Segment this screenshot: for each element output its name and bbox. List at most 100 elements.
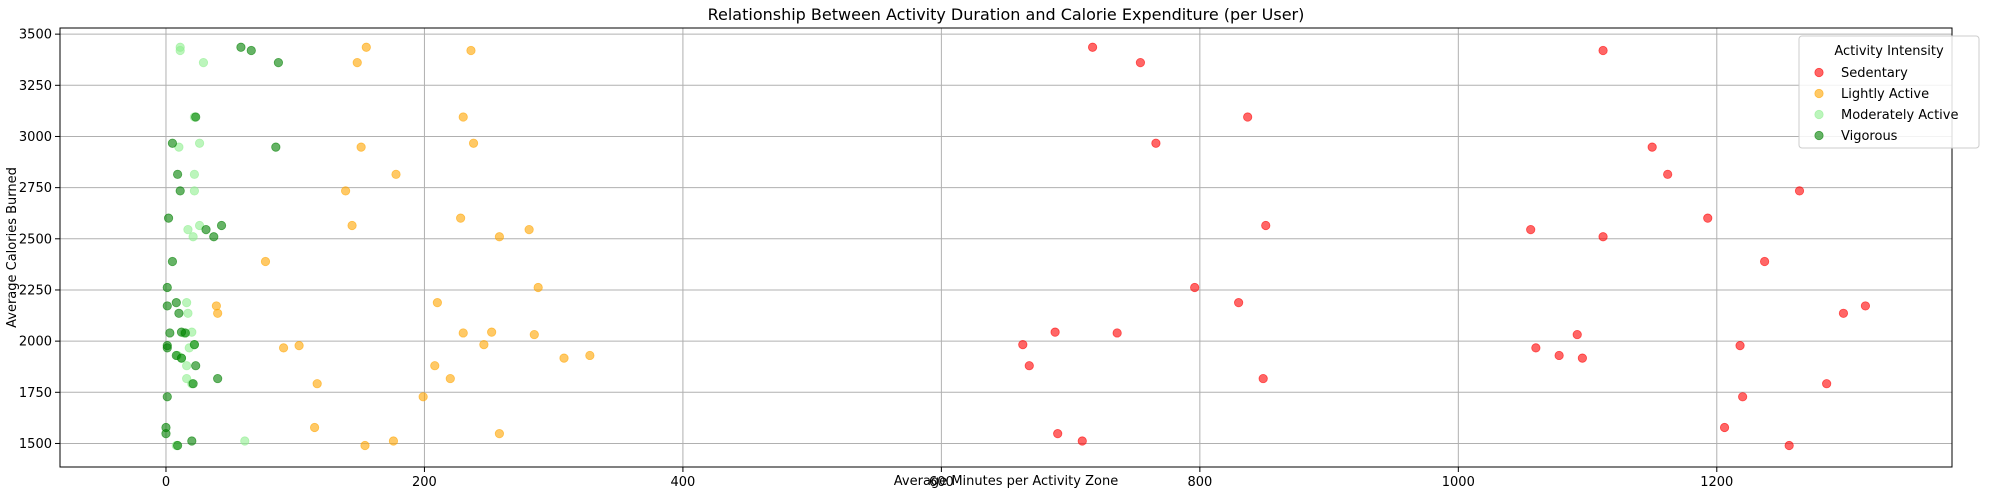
data-point [1647, 142, 1657, 152]
data-point [585, 350, 595, 361]
y-tick-label: 2250 [19, 283, 52, 298]
data-point [1024, 361, 1034, 371]
data-point [198, 57, 209, 68]
axis-ticks: 0 200 400 600 800 1000 1200 1500 1750 2000 2250 250… [19, 28, 1733, 490]
y-tick-label: 1750 [19, 386, 52, 401]
data-point [194, 138, 205, 148]
data-point [458, 112, 468, 122]
data-point [173, 440, 183, 451]
data-point [174, 308, 184, 318]
y-tick-label: 3250 [19, 79, 52, 94]
data-point [479, 340, 489, 350]
data-point [341, 186, 351, 196]
x-tick-label: 800 [1187, 475, 1212, 490]
data-point [246, 45, 256, 56]
data-point [1572, 329, 1582, 340]
data-point [1760, 256, 1770, 267]
data-point [1261, 220, 1271, 231]
x-tick-label: 1000 [1442, 475, 1475, 490]
data-point [1719, 422, 1730, 433]
data-point [1577, 353, 1587, 363]
legend-marker [1814, 88, 1824, 99]
data-point [1087, 42, 1098, 52]
data-point [189, 340, 200, 350]
legend-marker [1814, 67, 1824, 78]
data-point [1112, 328, 1122, 338]
data-point [432, 298, 442, 308]
data-point [309, 422, 320, 433]
data-point [271, 142, 281, 152]
data-point [312, 379, 322, 389]
legend-box [1798, 35, 1980, 149]
data-point [183, 308, 193, 318]
data-point [188, 379, 198, 389]
data-point [1735, 341, 1745, 351]
series-lightly-active [211, 42, 595, 451]
data-point [1598, 45, 1608, 56]
legend-label: Moderately Active [1841, 108, 1958, 123]
chart-title: Relationship Between Activity Duration a… [708, 5, 1305, 24]
legend-marker [1814, 130, 1824, 141]
data-point [211, 301, 221, 311]
data-point [1053, 429, 1063, 439]
data-point [213, 308, 223, 318]
data-point [356, 142, 366, 152]
legend-entries: Sedentary Lightly Active Moderately Active… [1814, 66, 1958, 144]
data-point [171, 298, 181, 308]
data-point [1838, 308, 1849, 318]
data-point [1258, 373, 1268, 384]
data-point [533, 282, 543, 293]
data-point [430, 361, 440, 371]
data-point [294, 341, 304, 351]
data-point [1531, 343, 1541, 353]
data-point [194, 220, 205, 231]
x-tick-label: 600 [929, 475, 954, 490]
x-tick-label: 0 [162, 475, 170, 490]
data-point [213, 373, 223, 384]
data-point [388, 436, 399, 446]
x-tick-label: 400 [670, 475, 695, 490]
data-point [1151, 138, 1161, 148]
data-point [1738, 392, 1748, 402]
data-point [191, 112, 201, 122]
legend-label: Vigorous [1841, 129, 1898, 144]
y-tick-label: 3000 [19, 130, 52, 145]
series-sedentary [1018, 42, 1871, 451]
data-point [360, 440, 370, 451]
data-point [1784, 440, 1794, 451]
y-tick-label: 2750 [19, 181, 52, 196]
data-point [391, 169, 401, 179]
data-point [175, 45, 185, 56]
data-point [162, 301, 172, 311]
data-point [458, 328, 468, 338]
data-point [162, 392, 172, 402]
x-tick-label: 200 [412, 475, 437, 490]
data-point [559, 353, 569, 363]
data-point [456, 213, 466, 223]
data-points [161, 42, 1871, 451]
y-tick-label: 3500 [19, 28, 52, 43]
data-point [1190, 282, 1200, 293]
data-point [1663, 169, 1673, 179]
data-point [494, 429, 504, 439]
legend-title: Activity Intensity [1834, 44, 1944, 59]
series-vigorous [161, 42, 284, 451]
legend-label: Lightly Active [1841, 87, 1929, 102]
plot-frame [59, 27, 1953, 468]
data-point [273, 57, 284, 68]
data-point [182, 361, 192, 371]
data-point [162, 282, 172, 293]
data-point [216, 220, 227, 231]
data-point [176, 353, 187, 363]
data-point [468, 138, 479, 148]
data-point [1050, 327, 1060, 337]
data-point [1243, 112, 1253, 122]
data-point [445, 373, 455, 384]
data-point [1860, 301, 1871, 311]
y-tick-label: 2000 [19, 335, 52, 350]
data-point [161, 429, 171, 439]
data-point [524, 224, 534, 235]
data-point [361, 42, 371, 52]
legend: Activity Intensity Sedentary Lightly Acti… [1798, 35, 1980, 149]
data-point [278, 343, 289, 353]
